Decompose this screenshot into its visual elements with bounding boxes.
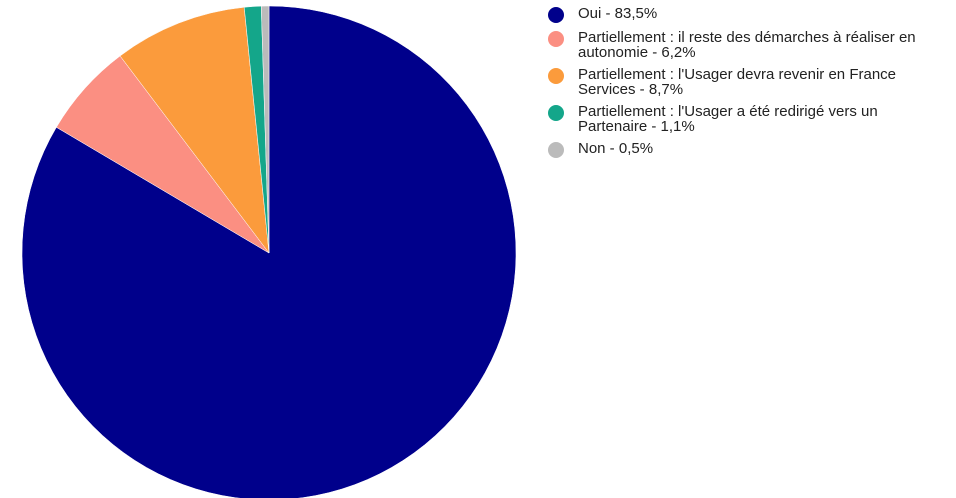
legend-item-partiellement-autonomie: Partiellement : il reste des démarches à… [548,30,948,60]
legend-item-oui: Oui - 83,5% [548,6,948,23]
slice-oui [21,5,517,498]
legend-swatch [548,68,564,84]
legend-swatch [548,7,564,23]
legend-item-partiellement-partenaire: Partiellement : l'Usager a été redirigé … [548,104,948,134]
legend-label: Partiellement : l'Usager a été redirigé … [578,103,878,135]
chart-legend: Oui - 83,5% Partiellement : il reste des… [548,6,948,165]
legend-swatch [548,142,564,158]
legend-swatch [548,31,564,47]
legend-label: Partiellement : il reste des démarches à… [578,29,916,61]
slice-non [260,5,270,254]
pie-plot-area [21,5,517,498]
legend-item-partiellement-revenir: Partiellement : l'Usager devra revenir e… [548,67,948,97]
legend-label: Partiellement : l'Usager devra revenir e… [578,66,897,98]
legend-label: Oui - 83,5% [578,5,658,22]
legend-item-non: Non - 0,5% [548,141,948,158]
slice-partiellement-revenir [119,6,270,254]
legend-swatch [548,105,564,121]
legend-label: Non - 0,5% [578,140,654,157]
